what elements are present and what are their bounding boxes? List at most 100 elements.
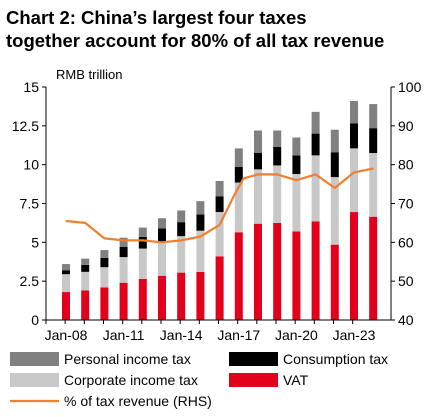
legend-label-personal-income-tax: Personal income tax [64,351,191,367]
x-tick-label-Jan-14: Jan-14 [160,327,203,343]
bar-corporate-income-tax-2012 [138,248,147,279]
bar-vat-2015 [196,271,205,320]
bar-personal-income-tax-2024 [369,104,378,129]
bar-corporate-income-tax-2019 [273,165,282,223]
bar-personal-income-tax-2013 [158,218,166,229]
bar-personal-income-tax-2010 [100,250,109,258]
y-axis-unit-label: RMB trillion [56,67,122,82]
bar-consumption-tax-2015 [196,214,205,231]
bar-corporate-income-tax-2017 [234,182,243,233]
bar-vat-2019 [273,222,282,320]
bar-corporate-income-tax-2013 [158,241,166,276]
bar-personal-income-tax-2008 [62,264,70,271]
legend-label-corporate-income-tax: Corporate income tax [64,372,198,388]
bar-personal-income-tax-2012 [138,227,147,237]
bar-corporate-income-tax-2016 [215,212,224,257]
bar-vat-2010 [100,287,109,320]
line-point-16 [353,171,355,174]
bar-personal-income-tax-2009 [81,258,90,265]
legend-swatch-corporate-income-tax [10,373,59,387]
right-tick-label-60: 60 [398,234,414,250]
bar-personal-income-tax-2016 [215,180,224,197]
bar-consumption-tax-2012 [138,236,147,249]
bar-vat-2017 [234,232,243,320]
line-point-6 [180,239,182,241]
bar-vat-2011 [119,282,128,320]
line-point-10 [243,177,245,179]
bar-consumption-tax-2018 [254,153,262,170]
bar-vat-2020 [292,231,301,320]
bar-consumption-tax-2014 [177,222,186,237]
left-tick-label-7.5: 7.5 [20,196,40,212]
bar-corporate-income-tax-2018 [254,169,262,224]
bar-personal-income-tax-2022 [330,129,339,153]
chart-title-line-2: together account for 80% of all tax reve… [6,30,385,51]
line-point-3 [123,239,125,241]
bar-consumption-tax-2021 [311,133,320,156]
right-tick-label-70: 70 [398,196,414,212]
bar-vat-2013 [158,275,166,320]
legend-label--of-tax-revenue-rhs: % of tax revenue (RHS) [64,393,212,409]
left-tick-label-0: 0 [31,312,39,328]
x-tick-label-Jan-17: Jan-17 [217,327,260,343]
bar-vat-2021 [311,221,320,320]
bar-personal-income-tax-2020 [292,137,301,156]
bar-consumption-tax-2010 [100,257,109,268]
bar-personal-income-tax-2019 [273,130,282,147]
x-tick-label-Jan-20: Jan-20 [275,327,318,343]
x-tick-label-Jan-23: Jan-23 [333,327,376,343]
left-tick-label-5: 5 [31,234,39,250]
right-tick-label-50: 50 [398,273,414,289]
line-point-7 [199,235,201,238]
left-tick-label-2.5: 2.5 [20,273,40,289]
bar-corporate-income-tax-2015 [196,230,205,272]
line-point-2 [103,237,105,240]
bar-consumption-tax-2022 [330,152,339,178]
bar-corporate-income-tax-2008 [62,274,70,293]
right-tick-label-100: 100 [398,79,422,95]
bar-vat-2012 [138,278,147,320]
line-point-14 [315,173,317,175]
x-tick-label-Jan-11: Jan-11 [103,327,145,343]
bar-consumption-tax-2024 [369,128,378,154]
right-tick-label-40: 40 [398,312,414,328]
bar-corporate-income-tax-2009 [81,271,90,291]
line-point-15 [334,187,336,189]
line-point-9 [233,195,235,197]
bar-consumption-tax-2011 [119,246,128,258]
line-point-1 [84,222,86,224]
bar-vat-2016 [215,256,224,320]
bar-vat-2014 [177,272,186,320]
left-tick-label-15: 15 [23,79,39,95]
bar-vat-2008 [62,292,70,320]
chart-title: Chart 2: China’s largest four taxes toge… [6,6,431,52]
bar-vat-2009 [81,290,90,320]
bar-corporate-income-tax-2021 [311,155,320,222]
legend-swatch-personal-income-tax [10,352,59,366]
bar-consumption-tax-2009 [81,264,90,272]
bar-personal-income-tax-2014 [177,210,186,223]
chart-title-line-1: Chart 2: China’s largest four taxes [6,7,307,28]
bar-consumption-tax-2017 [234,166,243,183]
bar-consumption-tax-2020 [292,155,301,174]
bar-personal-income-tax-2017 [234,148,243,167]
line-point-13 [295,179,297,181]
bar-vat-2022 [330,244,339,320]
bar-consumption-tax-2016 [215,196,224,213]
legend-label-vat: VAT [283,372,309,388]
legend-label-consumption-tax: Consumption tax [283,351,388,367]
bar-vat-2023 [350,212,358,320]
line-tax-revenue-share [65,167,374,244]
bar-personal-income-tax-2018 [254,130,262,154]
legend-swatch-consumption-tax [229,352,278,366]
bar-corporate-income-tax-2014 [177,236,186,273]
bar-personal-income-tax-2021 [311,111,320,134]
bar-consumption-tax-2019 [273,146,282,166]
bar-vat-2024 [369,216,378,320]
bar-personal-income-tax-2011 [119,237,128,247]
bar-personal-income-tax-2023 [350,100,358,124]
line-point-12 [276,173,278,175]
legend-swatch-vat [229,373,278,387]
bar-vat-2018 [254,223,262,320]
right-tick-label-80: 80 [398,157,414,173]
